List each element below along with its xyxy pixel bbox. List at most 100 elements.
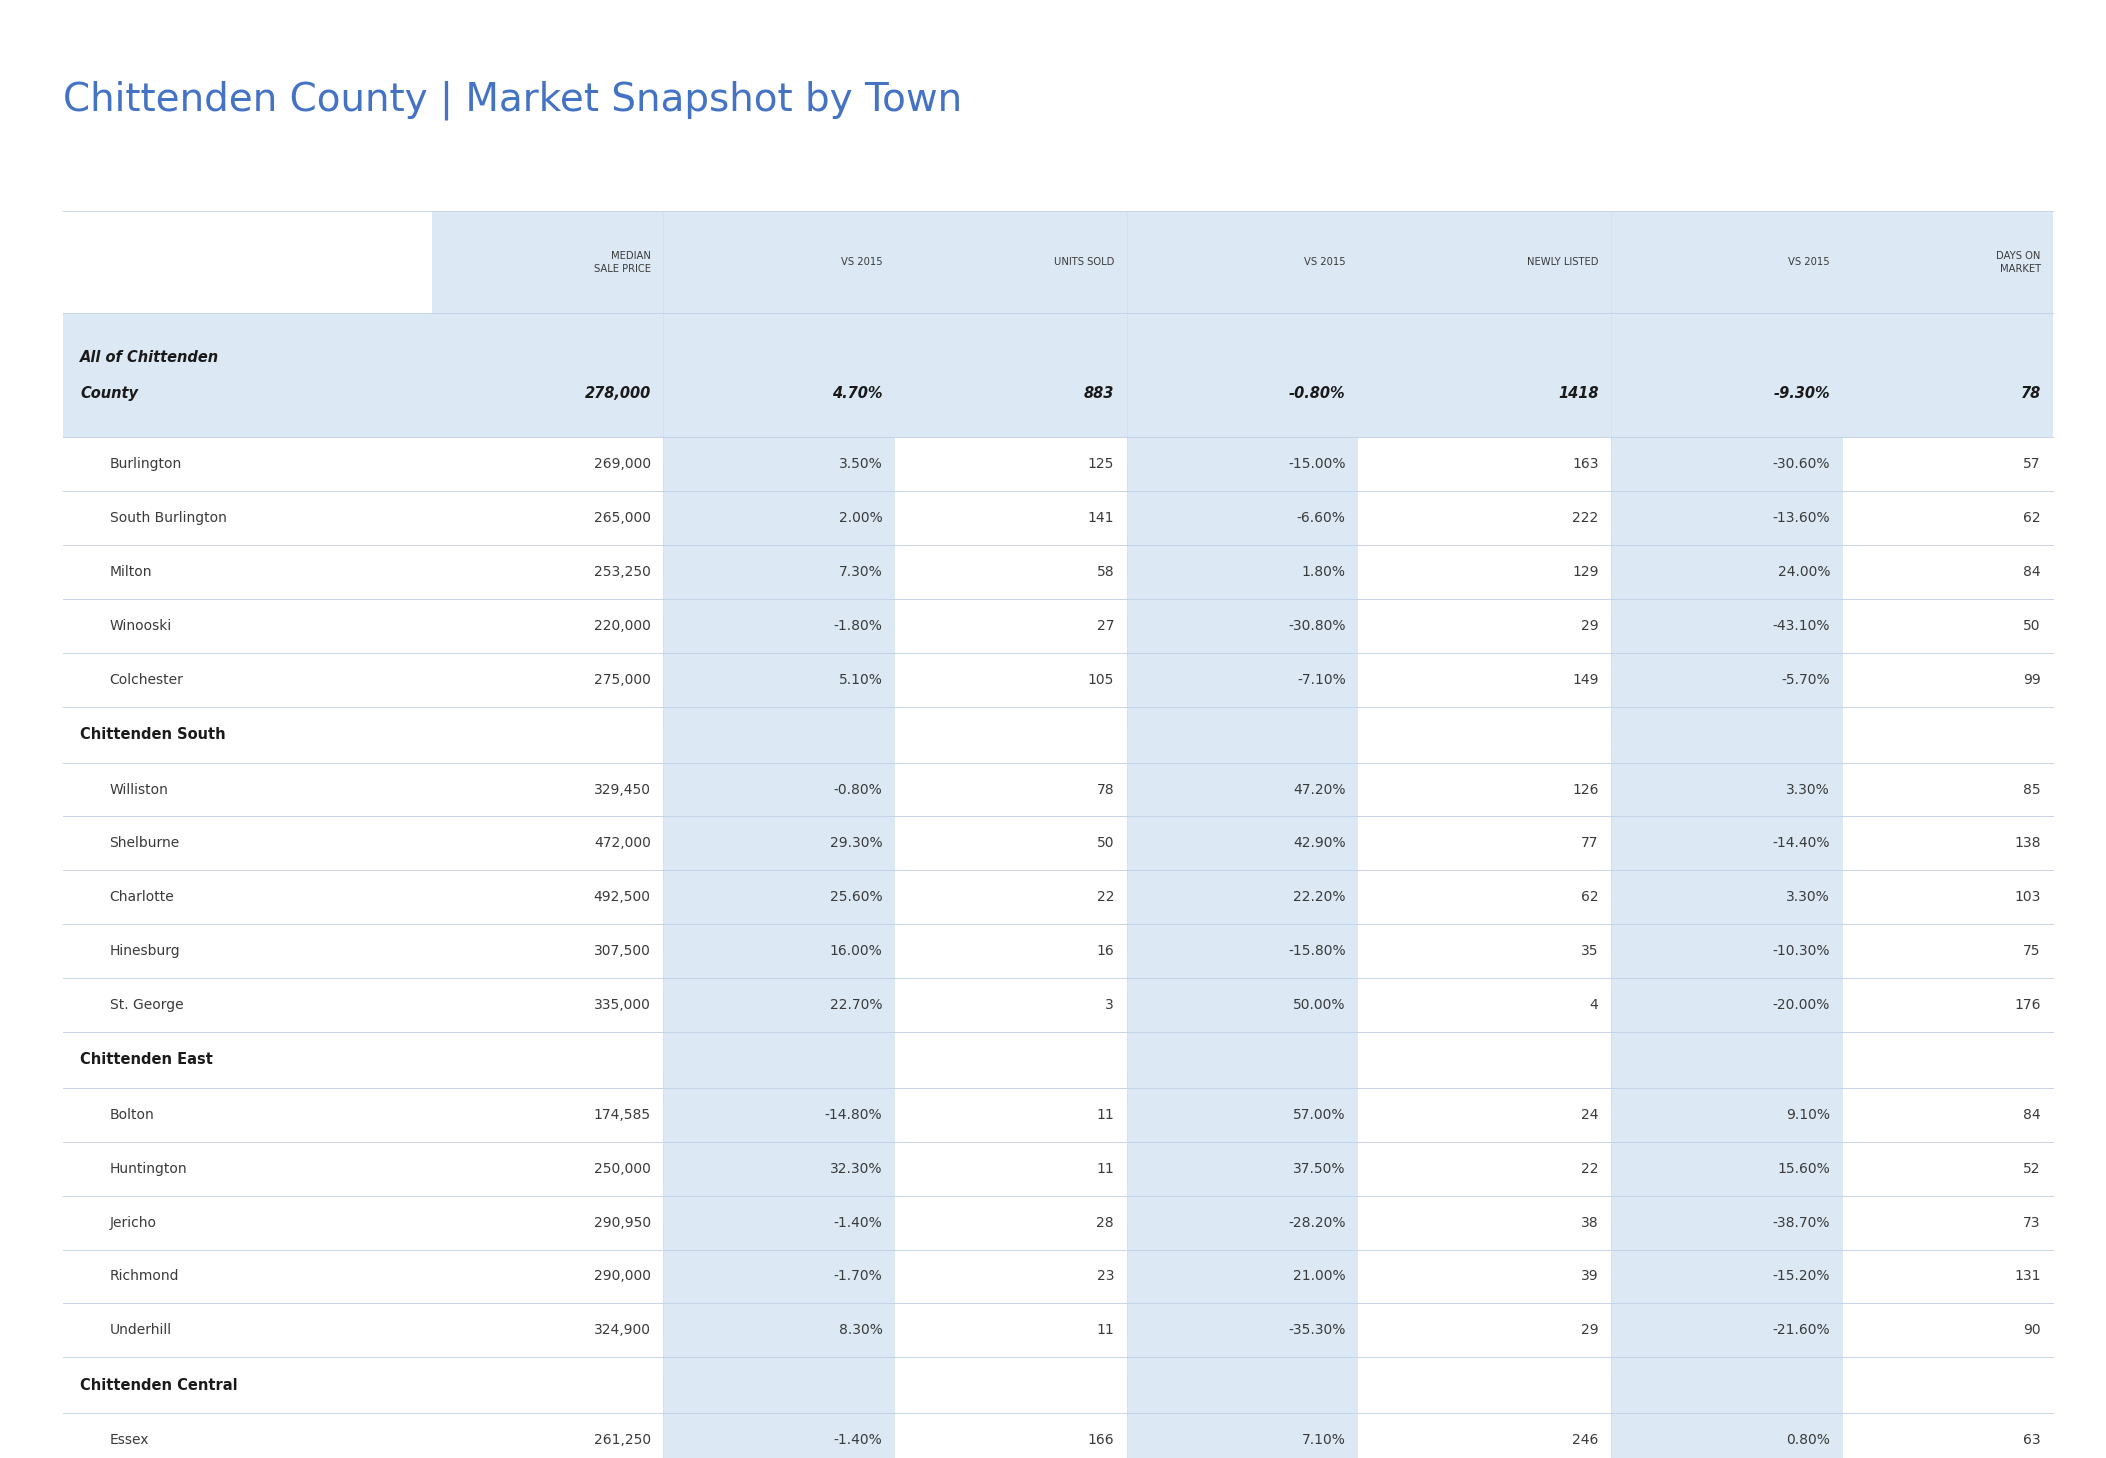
Text: South Burlington: South Burlington (110, 512, 225, 525)
Text: 1418: 1418 (1558, 385, 1598, 401)
Text: 22: 22 (1582, 1162, 1598, 1175)
Text: County: County (80, 385, 139, 401)
Text: 3: 3 (1106, 999, 1114, 1012)
Text: VS 2015: VS 2015 (1304, 258, 1346, 267)
Text: 47.20%: 47.20% (1293, 783, 1346, 796)
Text: 3.30%: 3.30% (1786, 891, 1830, 904)
Text: 131: 131 (2013, 1270, 2041, 1283)
Text: 84: 84 (2024, 1108, 2041, 1121)
Text: -15.80%: -15.80% (1289, 945, 1346, 958)
Text: 38: 38 (1582, 1216, 1598, 1229)
Text: 57: 57 (2024, 458, 2041, 471)
Text: -38.70%: -38.70% (1773, 1216, 1830, 1229)
Text: Shelburne: Shelburne (110, 837, 179, 850)
Text: -15.00%: -15.00% (1289, 458, 1346, 471)
Text: 73: 73 (2024, 1216, 2041, 1229)
Text: 42.90%: 42.90% (1293, 837, 1346, 850)
Text: 84: 84 (2024, 566, 2041, 579)
Text: 22.20%: 22.20% (1293, 891, 1346, 904)
Text: Richmond: Richmond (110, 1270, 179, 1283)
Text: VS 2015: VS 2015 (840, 258, 882, 267)
Text: 472,000: 472,000 (594, 837, 651, 850)
Text: 62: 62 (2024, 512, 2041, 525)
Text: -13.60%: -13.60% (1773, 512, 1830, 525)
Text: Hinesburg: Hinesburg (110, 945, 181, 958)
Text: 141: 141 (1087, 512, 1114, 525)
Text: 222: 222 (1573, 512, 1598, 525)
Text: 35: 35 (1582, 945, 1598, 958)
Text: -35.30%: -35.30% (1289, 1324, 1346, 1337)
Text: Milton: Milton (110, 566, 152, 579)
Text: 335,000: 335,000 (594, 999, 651, 1012)
Text: Chittenden South: Chittenden South (80, 728, 225, 742)
Text: 24.00%: 24.00% (1777, 566, 1830, 579)
Text: 78: 78 (1097, 783, 1114, 796)
Text: -28.20%: -28.20% (1289, 1216, 1346, 1229)
Text: 261,250: 261,250 (594, 1433, 651, 1446)
Text: 0.80%: 0.80% (1786, 1433, 1830, 1446)
Text: 4: 4 (1590, 999, 1598, 1012)
Text: 21.00%: 21.00% (1293, 1270, 1346, 1283)
Text: VS 2015: VS 2015 (1788, 258, 1830, 267)
Text: Burlington: Burlington (110, 458, 181, 471)
Text: 290,000: 290,000 (594, 1270, 651, 1283)
Text: 3.30%: 3.30% (1786, 783, 1830, 796)
Text: 77: 77 (1582, 837, 1598, 850)
Text: 52: 52 (2024, 1162, 2041, 1175)
Text: 11: 11 (1097, 1162, 1114, 1175)
Text: -43.10%: -43.10% (1773, 620, 1830, 633)
Text: 25.60%: 25.60% (830, 891, 882, 904)
Text: -7.10%: -7.10% (1297, 674, 1346, 687)
Text: 50.00%: 50.00% (1293, 999, 1346, 1012)
Text: 220,000: 220,000 (594, 620, 651, 633)
Text: Jericho: Jericho (110, 1216, 156, 1229)
Text: 37.50%: 37.50% (1293, 1162, 1346, 1175)
Text: Bolton: Bolton (110, 1108, 154, 1121)
Text: 50: 50 (2024, 620, 2041, 633)
Text: 250,000: 250,000 (594, 1162, 651, 1175)
Text: 58: 58 (1097, 566, 1114, 579)
Text: 149: 149 (1571, 674, 1598, 687)
Text: 125: 125 (1087, 458, 1114, 471)
Text: -0.80%: -0.80% (834, 783, 882, 796)
Text: -21.60%: -21.60% (1773, 1324, 1830, 1337)
Text: 16: 16 (1097, 945, 1114, 958)
Text: 307,500: 307,500 (594, 945, 651, 958)
Text: 7.30%: 7.30% (838, 566, 882, 579)
Text: 269,000: 269,000 (594, 458, 651, 471)
Text: Underhill: Underhill (110, 1324, 171, 1337)
Text: 29: 29 (1582, 1324, 1598, 1337)
Text: -10.30%: -10.30% (1773, 945, 1830, 958)
Text: 324,900: 324,900 (594, 1324, 651, 1337)
Text: 246: 246 (1571, 1433, 1598, 1446)
Text: 7.10%: 7.10% (1302, 1433, 1346, 1446)
Text: 1.80%: 1.80% (1302, 566, 1346, 579)
Text: DAYS ON
MARKET: DAYS ON MARKET (1996, 251, 2041, 274)
Text: 11: 11 (1097, 1324, 1114, 1337)
Text: 11: 11 (1097, 1108, 1114, 1121)
Text: MEDIAN
SALE PRICE: MEDIAN SALE PRICE (594, 251, 651, 274)
Text: 126: 126 (1571, 783, 1598, 796)
Text: -9.30%: -9.30% (1773, 385, 1830, 401)
Text: 174,585: 174,585 (594, 1108, 651, 1121)
Text: Chittenden Central: Chittenden Central (80, 1378, 238, 1392)
Text: 78: 78 (2020, 385, 2041, 401)
Text: Williston: Williston (110, 783, 168, 796)
Text: -14.80%: -14.80% (826, 1108, 882, 1121)
Text: -0.80%: -0.80% (1289, 385, 1346, 401)
Text: 265,000: 265,000 (594, 512, 651, 525)
Text: 3.50%: 3.50% (838, 458, 882, 471)
Text: 5.10%: 5.10% (838, 674, 882, 687)
Text: 99: 99 (2024, 674, 2041, 687)
Text: 16.00%: 16.00% (830, 945, 882, 958)
Text: 22.70%: 22.70% (830, 999, 882, 1012)
Text: 57.00%: 57.00% (1293, 1108, 1346, 1121)
Text: 129: 129 (1571, 566, 1598, 579)
Text: 24: 24 (1582, 1108, 1598, 1121)
Text: 39: 39 (1582, 1270, 1598, 1283)
Text: -6.60%: -6.60% (1297, 512, 1346, 525)
Text: 32.30%: 32.30% (830, 1162, 882, 1175)
Text: Colchester: Colchester (110, 674, 183, 687)
Text: 253,250: 253,250 (594, 566, 651, 579)
Text: 4.70%: 4.70% (832, 385, 882, 401)
